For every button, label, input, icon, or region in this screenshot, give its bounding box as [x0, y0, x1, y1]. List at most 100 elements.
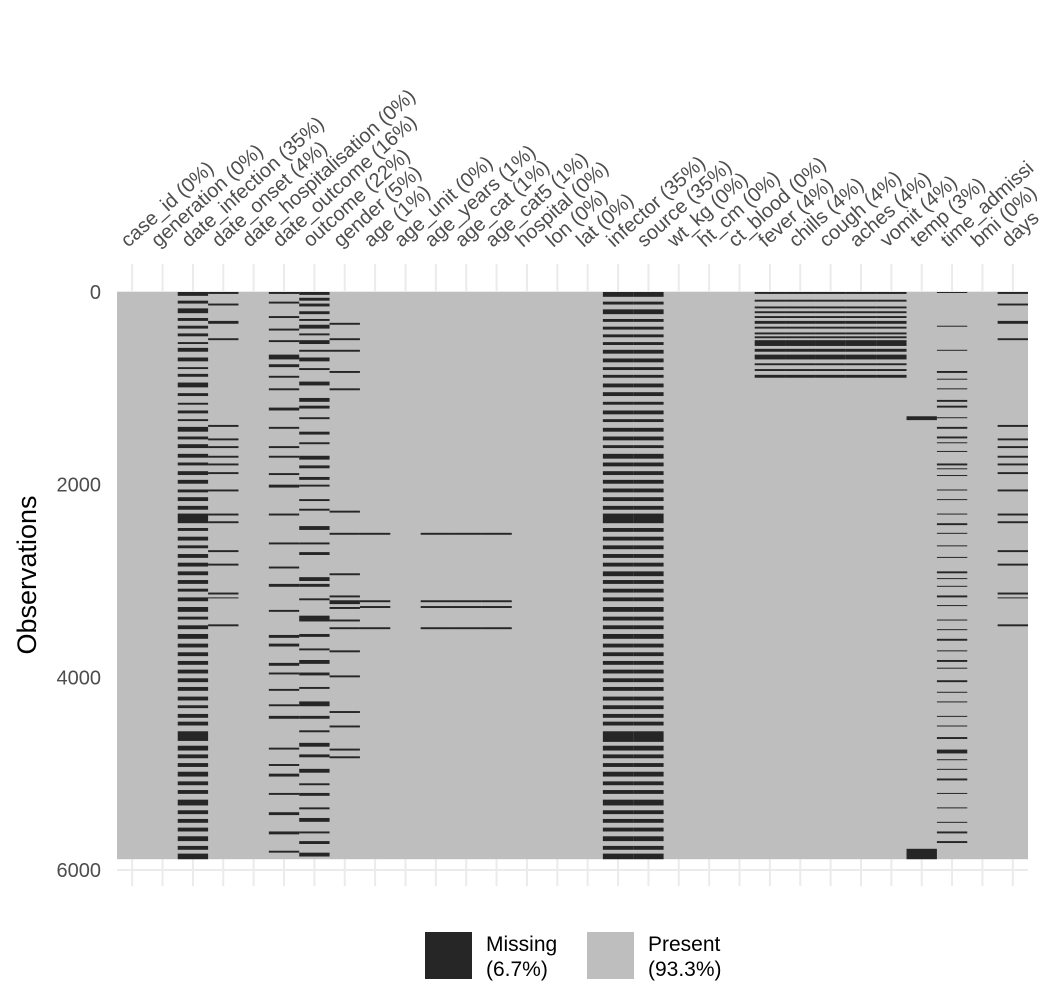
- missing-cell: [845, 320, 877, 324]
- missing-cell: [602, 358, 634, 363]
- missing-cell: [815, 332, 846, 335]
- missing-cell: [299, 442, 330, 445]
- missing-cell: [785, 311, 816, 314]
- missing-cell: [602, 292, 634, 297]
- missing-cell: [299, 583, 330, 587]
- missing-cell: [997, 424, 1028, 427]
- missing-cell: [602, 554, 634, 558]
- missing-cell: [936, 426, 968, 429]
- missing-cell: [177, 669, 209, 674]
- missing-cell: [936, 638, 968, 641]
- missing-cell: [633, 771, 664, 777]
- missing-cell: [177, 489, 209, 493]
- missing-cell: [299, 368, 330, 371]
- y-tick-label: 0: [90, 282, 101, 304]
- missing-cell: [602, 836, 634, 842]
- missing-cell: [845, 363, 877, 366]
- missing-cell: [602, 669, 634, 674]
- missing-cell: [754, 320, 786, 324]
- missing-cell: [845, 354, 877, 360]
- missing-cell: [815, 292, 846, 294]
- missing-cell: [602, 633, 634, 639]
- missing-cell: [177, 333, 209, 337]
- missing-cell: [633, 721, 664, 726]
- missing-cell: [208, 624, 239, 627]
- missing-cell: [633, 836, 664, 842]
- missing-cell: [633, 383, 664, 388]
- missing-cell: [936, 821, 968, 823]
- missing-cell: [936, 545, 968, 547]
- missing-cell: [177, 513, 209, 524]
- missing-cell: [177, 444, 209, 449]
- legend-swatch: [587, 932, 634, 979]
- missing-cell: [754, 292, 786, 294]
- missing-cell: [633, 292, 664, 297]
- missing-cell: [602, 745, 634, 751]
- missing-cell: [633, 790, 664, 794]
- missing-cell: [906, 416, 937, 421]
- y-tick-label: 6000: [57, 860, 102, 882]
- missing-cell: [633, 513, 664, 524]
- missing-cell: [633, 827, 664, 832]
- missing-cell: [997, 292, 1028, 294]
- missing-cell: [299, 701, 330, 707]
- missing-cell: [845, 311, 877, 314]
- missing-cell: [602, 607, 634, 612]
- missing-cell: [633, 436, 664, 441]
- missing-cell: [329, 595, 360, 598]
- missing-cell: [936, 725, 968, 727]
- missing-cell: [177, 799, 209, 806]
- missing-cell: [602, 562, 634, 567]
- missing-cell: [633, 781, 664, 786]
- missing-cell: [997, 446, 1028, 449]
- missing-cell: [268, 688, 300, 691]
- missing-cell: [633, 588, 664, 593]
- missing-cell: [633, 745, 664, 751]
- missing-cell: [208, 320, 239, 324]
- missing-cell: [177, 713, 209, 718]
- missing-cell: [633, 597, 664, 602]
- missing-cell: [602, 410, 634, 415]
- missing-cell: [633, 462, 664, 467]
- missing-cell: [208, 463, 239, 466]
- missing-cell: [299, 742, 330, 747]
- missing-cell: [177, 479, 209, 484]
- missing-cell: [177, 373, 209, 377]
- missing-cell: [329, 725, 360, 728]
- missing-cell: [936, 405, 968, 408]
- missing-cell: [936, 436, 968, 439]
- missing-cell: [633, 652, 664, 657]
- missing-cell: [299, 615, 330, 622]
- missing-cell: [997, 592, 1028, 595]
- missing-cell: [299, 792, 330, 796]
- missing-cell: [299, 499, 330, 502]
- missing-cell: [876, 316, 907, 319]
- missing-cell: [633, 358, 664, 363]
- missing-cell: [177, 382, 209, 388]
- missing-cell: [602, 799, 634, 806]
- missing-cell: [845, 332, 877, 335]
- missing-cell: [754, 306, 786, 309]
- missing-cell: [633, 660, 664, 665]
- missing-cell: [481, 600, 512, 603]
- missing-cell: [177, 325, 209, 329]
- missing-cell: [299, 659, 330, 664]
- missing-cell: [299, 730, 330, 733]
- missing-cell: [633, 845, 664, 850]
- missing-cell: [268, 542, 300, 545]
- missing-cell: [602, 731, 634, 742]
- missing-cell: [602, 678, 634, 683]
- missing-cell: [177, 300, 209, 304]
- missing-cell: [299, 807, 330, 810]
- missing-cell: [268, 301, 300, 304]
- missing-cell: [299, 405, 330, 409]
- missing-cell: [299, 357, 330, 362]
- legend-label: Present: [648, 933, 721, 956]
- missing-cell: [936, 605, 968, 607]
- missing-cell: [785, 299, 816, 302]
- missing-cell: [936, 475, 968, 477]
- missing-cell: [602, 781, 634, 786]
- missing-cell: [815, 348, 846, 352]
- missing-cell: [997, 624, 1028, 627]
- missing-cell: [936, 450, 968, 452]
